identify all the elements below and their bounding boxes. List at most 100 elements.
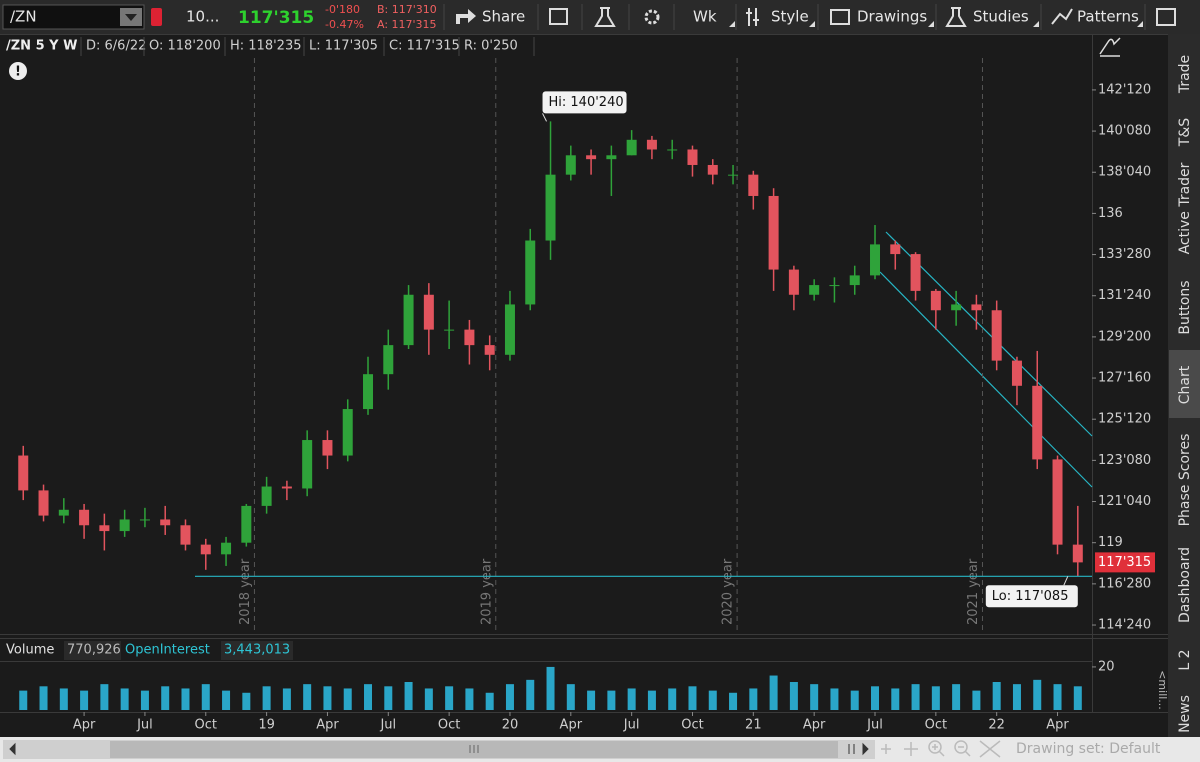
volume-bar [1053,684,1062,710]
candle-body [586,155,597,160]
candle-body [1052,459,1063,545]
style-icon [746,8,759,26]
candle-body [79,509,90,526]
low-pointer [1063,576,1069,586]
drawing-tool-icon[interactable] [1099,37,1121,57]
side-tab[interactable] [1169,265,1200,348]
y-tick-label: 129'200 [1098,329,1151,344]
detach-icon[interactable] [1156,8,1176,26]
volume-bar [708,690,717,710]
last-price: 117'315 [238,8,314,28]
candle-body [160,519,171,526]
info-bar [0,35,1092,58]
y-tick-label: 138'040 [1098,165,1151,180]
x-tick-label: Oct [925,718,947,733]
x-tick-label: Apr [803,718,826,733]
volume-bar [668,688,677,710]
side-tab[interactable] [1169,630,1200,688]
candle-body [342,409,353,456]
volume-bar [789,682,798,710]
year-label: 2021 year [966,558,981,625]
low-callout [985,585,1078,608]
y-tick-label: 121'040 [1098,494,1151,509]
candle-body [322,440,333,456]
patterns-button[interactable]: Patterns [1077,8,1139,26]
candle-body [1032,385,1043,460]
candle-body [728,174,739,176]
channel-line[interactable] [879,271,1093,488]
volume-bar [19,690,28,710]
volume-bar [343,688,352,710]
flexible-grid-icon[interactable] [549,8,568,25]
candle-body [667,149,678,151]
side-tab[interactable] [1169,350,1200,418]
lab-icon[interactable] [594,7,616,27]
scroll-grip [469,745,479,753]
candle-body [687,149,698,165]
studies-button[interactable]: Studies [973,8,1029,26]
candle-body [525,240,536,305]
candle-body [241,505,252,543]
volume-bar [59,688,68,710]
zoom-controls[interactable] [881,740,1001,758]
x-tick-label: Jul [136,718,153,733]
x-tick-label: 22 [988,718,1005,733]
candle-body [991,310,1002,361]
volume-bar [972,690,981,710]
alert-badge-mark: ! [15,65,21,80]
volume-bar [566,684,575,710]
candle-body [221,542,232,555]
candle-body [180,525,191,545]
candle-body [18,455,29,491]
side-tab[interactable] [1169,420,1200,538]
info-date: D: 6/6/22 [86,39,146,54]
panel-borders [0,34,1168,713]
side-tab[interactable] [1169,690,1200,736]
candle-body [200,544,211,555]
bid: B: 117'310 [377,3,437,16]
volume-bar [769,675,778,710]
volume-bar [587,690,596,710]
candle-body [748,174,759,196]
side-tab[interactable] [1169,112,1200,150]
volume-bar [323,686,332,710]
volume-bar [222,690,231,710]
side-tab-label: Phase Scores [1177,434,1193,527]
side-tab-label: Buttons [1177,280,1193,334]
alert-icon[interactable] [151,8,162,26]
volume-bar [871,686,880,710]
open-interest-box [221,641,293,660]
quantity[interactable]: 10... [186,8,219,26]
scroll-arrows[interactable] [9,742,869,756]
symbol: /ZN [10,8,37,26]
settings-icon[interactable] [644,9,660,25]
x-tick-label: Apr [73,718,96,733]
side-tab[interactable] [1169,36,1200,110]
alert-badge[interactable] [9,62,27,80]
candle-body [951,304,962,311]
ask: A: 117'315 [377,18,437,31]
candle-body [403,294,414,346]
volume-bar [39,686,48,710]
y-tick-label: 140'080 [1098,124,1151,139]
volume-bar [364,684,373,710]
side-tab[interactable] [1169,540,1200,628]
volume-bar [931,686,940,710]
volume-bar [404,682,413,710]
share-button[interactable]: Share [482,8,525,26]
x-tick-label: Apr [1046,718,1069,733]
volume-bar [120,688,129,710]
drawing-set[interactable]: Drawing set: Default [1016,741,1161,757]
y-tick-label: 142'120 [1098,82,1151,97]
style-button[interactable]: Style [771,8,809,26]
volume-bar [1012,684,1021,710]
percent-change: -0.47% [325,18,364,31]
period-button[interactable]: Wk [693,8,717,26]
volume-bar [546,666,555,710]
side-tab[interactable] [1169,152,1200,263]
drawings-button[interactable]: Drawings [857,8,927,26]
candle-body [870,244,881,276]
volume-bar [810,684,819,710]
side-tab-label: News [1177,695,1193,733]
